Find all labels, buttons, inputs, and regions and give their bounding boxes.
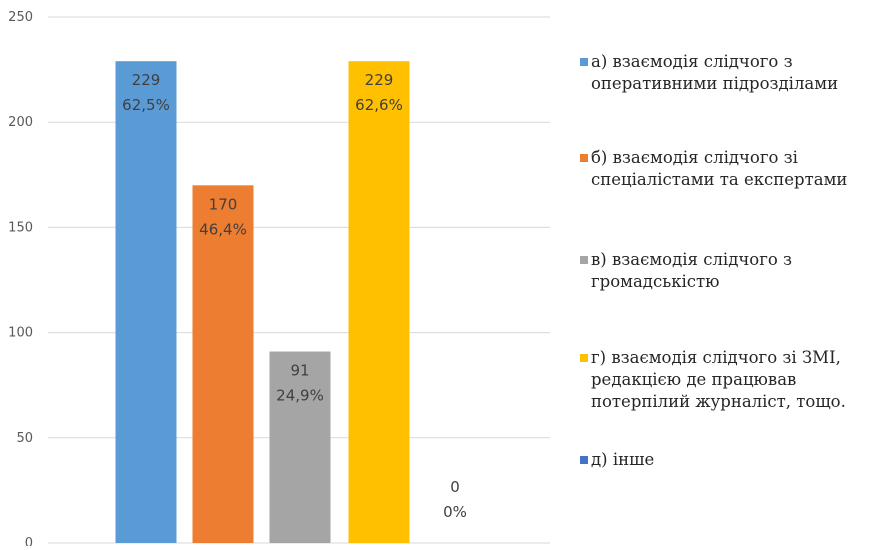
legend-label-line: д) інше [591,450,655,469]
data-label-value: 91 [290,362,309,380]
legend-item: г) взаємодія слідчого зі ЗМІ, редакцією д… [580,347,870,413]
y-tick-label: 50 [16,431,33,446]
legend-label-line: редакцією де працював [591,370,797,389]
data-label-value: 229 [132,71,161,89]
legend-label-line: оперативними підрозділами [591,74,839,93]
data-label-percent: 62,5% [122,96,170,114]
y-tick-label: 0 [25,536,33,546]
data-label-percent: 0% [443,503,467,521]
legend-swatch [580,456,588,464]
legend-label: а) взаємодія слідчого з оперативними підр… [591,51,838,95]
legend-label-line: а) взаємодія слідчого з [591,52,793,71]
y-tick-label: 200 [8,115,33,130]
y-tick-label: 100 [8,326,33,341]
legend-label-line: г) взаємодія слідчого зі ЗМІ, [591,348,841,367]
data-label-percent: 62,6% [355,96,403,114]
data-label-percent: 24,9% [276,387,324,405]
data-label-value: 0 [450,478,460,496]
legend-item: б) взаємодія слідчого зі спеціалістами та… [580,147,870,191]
data-label-value: 229 [365,71,394,89]
y-tick-label: 150 [8,220,33,235]
chart-legend: а) взаємодія слідчого з оперативними підр… [580,0,870,546]
legend-label: б) взаємодія слідчого зі спеціалістами та… [591,147,847,191]
y-tick-label: 250 [8,10,33,25]
legend-label-line: спеціалістами та експертами [591,170,848,189]
bar [348,61,410,544]
legend-label-line: потерпілий журналіст, тощо. [591,392,846,411]
legend-label-line: в) взаємодія слідчого з [591,250,793,269]
legend-label-line: б) взаємодія слідчого зі [591,148,798,167]
bar [115,61,177,544]
legend-label: в) взаємодія слідчого з громадськістю [591,249,792,293]
legend-swatch [580,354,588,362]
legend-item: д) інше [580,449,870,471]
legend-label: г) взаємодія слідчого зі ЗМІ, редакцією д… [591,347,846,413]
legend-item: а) взаємодія слідчого з оперативними підр… [580,51,870,95]
bar [192,185,254,543]
bar [269,351,331,543]
legend-label-line: громадськістю [591,272,720,291]
legend-swatch [580,256,588,264]
legend-label: д) інше [591,449,654,471]
data-label-value: 170 [209,195,238,213]
legend-swatch [580,154,588,162]
legend-swatch [580,58,588,66]
data-label-percent: 46,4% [199,220,247,238]
legend-item: в) взаємодія слідчого з громадськістю [580,249,870,293]
